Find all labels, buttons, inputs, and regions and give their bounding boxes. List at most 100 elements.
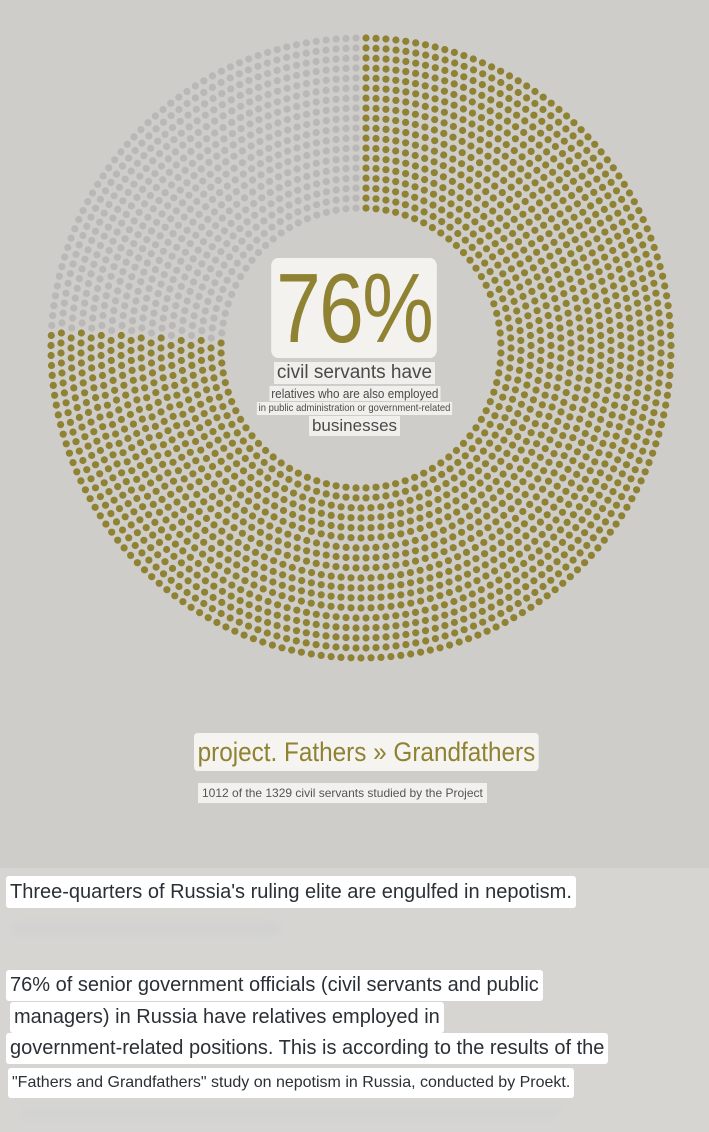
dot-share-highlight — [508, 170, 516, 178]
dot-share-highlight — [465, 188, 473, 196]
dot-share-highlight — [560, 137, 568, 145]
dot-share-highlight — [438, 206, 446, 214]
dot-share-highlight — [467, 534, 475, 543]
dot-share-remainder — [276, 218, 284, 226]
dot-share-remainder — [226, 74, 234, 82]
dot-share-highlight — [420, 219, 428, 227]
dot-share-remainder — [265, 133, 273, 141]
dot-share-remainder — [154, 137, 162, 145]
dot-share-highlight — [203, 386, 211, 394]
dot-share-highlight — [382, 186, 390, 194]
dot-share-highlight — [534, 475, 542, 483]
dot-share-highlight — [145, 556, 153, 564]
dot-share-highlight — [98, 361, 106, 370]
dot-share-highlight — [117, 331, 125, 340]
dot-share-highlight — [514, 238, 523, 246]
dot-share-remainder — [81, 255, 89, 263]
dot-share-highlight — [641, 284, 649, 292]
dot-share-highlight — [129, 420, 137, 428]
dot-share-highlight — [505, 195, 514, 204]
dot-share-remainder — [189, 255, 197, 263]
dot-share-highlight — [226, 452, 234, 460]
dot-share-remainder — [157, 280, 165, 288]
dot-share-highlight — [521, 490, 529, 499]
dot-share-highlight — [302, 619, 310, 627]
dot-share-highlight — [105, 441, 113, 450]
dot-share-highlight — [152, 487, 160, 495]
dot-share-highlight — [246, 485, 254, 493]
dot-share-highlight — [547, 215, 556, 223]
dot-share-highlight — [207, 505, 215, 513]
dot-share-highlight — [559, 197, 567, 205]
dot-share-highlight — [609, 246, 617, 255]
dot-share-highlight — [397, 601, 405, 609]
dot-share-highlight — [97, 351, 105, 360]
dot-share-highlight — [506, 364, 514, 372]
dot-share-highlight — [262, 446, 270, 455]
dot-share-remainder — [197, 165, 205, 173]
dot-share-remainder — [84, 280, 93, 288]
dot-share-highlight — [590, 401, 598, 409]
dot-share-remainder — [332, 65, 340, 73]
dot-share-highlight — [639, 447, 647, 455]
dot-share-highlight — [650, 279, 658, 287]
dot-share-highlight — [407, 527, 415, 536]
dot-share-highlight — [449, 133, 457, 141]
dot-share-highlight — [138, 549, 146, 557]
dot-share-highlight — [263, 629, 271, 637]
dot-share-highlight — [595, 449, 603, 457]
dot-share-highlight — [563, 518, 571, 527]
dot-share-highlight — [528, 513, 536, 521]
dot-share-highlight — [302, 639, 310, 647]
dot-share-highlight — [488, 253, 497, 261]
dot-share-highlight — [439, 184, 447, 192]
dot-share-highlight — [66, 418, 74, 426]
dot-share-highlight — [127, 336, 135, 345]
dot-share-remainder — [188, 159, 196, 167]
dot-share-highlight — [491, 412, 499, 420]
dot-share-highlight — [449, 122, 457, 131]
dot-share-remainder — [186, 287, 194, 295]
dot-share-highlight — [529, 565, 537, 573]
dot-share-highlight — [397, 651, 405, 660]
dot-share-remainder — [167, 215, 175, 223]
dot-share-highlight — [224, 556, 232, 564]
dot-share-highlight — [420, 186, 428, 194]
dot-share-highlight — [565, 500, 573, 508]
source-note: 1012 of the 1329 civil servants studied … — [198, 783, 487, 803]
caption-line-4: businesses — [308, 416, 401, 436]
dot-share-highlight — [294, 480, 302, 488]
dot-share-highlight — [422, 637, 430, 645]
dot-share-highlight — [189, 371, 197, 379]
dot-share-highlight — [464, 581, 472, 589]
dot-share-highlight — [128, 366, 136, 374]
dot-share-highlight — [521, 571, 529, 579]
dot-share-highlight — [269, 453, 277, 461]
dot-share-highlight — [147, 544, 155, 552]
dot-share-highlight — [616, 361, 625, 370]
dot-share-highlight — [60, 389, 68, 397]
dot-share-highlight — [77, 329, 85, 337]
dot-share-highlight — [574, 152, 582, 160]
dot-share-highlight — [547, 331, 555, 340]
dot-share-highlight — [477, 114, 486, 122]
dot-share-highlight — [522, 457, 530, 465]
dot-share-highlight — [401, 201, 409, 209]
dot-share-highlight — [605, 420, 614, 429]
dot-share-remainder — [99, 265, 107, 273]
dot-share-highlight — [600, 536, 608, 544]
dot-share-highlight — [489, 544, 497, 553]
dot-share-highlight — [185, 565, 193, 573]
dot-share-remainder — [293, 144, 301, 152]
dot-share-highlight — [194, 520, 202, 528]
dot-share-highlight — [91, 484, 100, 492]
dot-share-remainder — [243, 218, 251, 226]
dot-share-remainder — [159, 118, 168, 126]
dot-share-highlight — [550, 427, 558, 435]
dot-share-remainder — [79, 309, 87, 317]
dot-share-highlight — [421, 544, 429, 552]
dot-share-highlight — [209, 405, 217, 413]
dot-share-highlight — [123, 458, 131, 466]
dot-share-highlight — [558, 150, 567, 158]
dot-share-highlight — [313, 477, 321, 485]
